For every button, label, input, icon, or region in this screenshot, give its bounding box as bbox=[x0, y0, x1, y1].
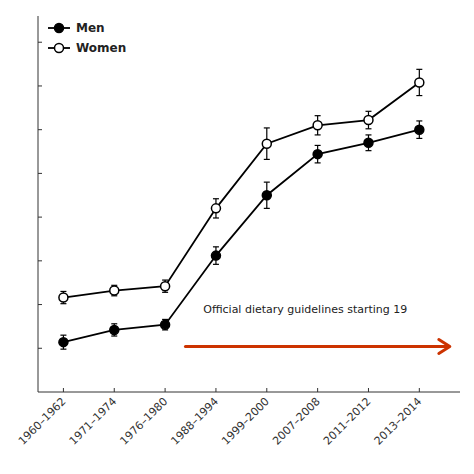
error-bar-cap bbox=[213, 217, 219, 218]
error-bar-cap bbox=[416, 95, 422, 96]
series bbox=[59, 121, 424, 349]
error-bar-cap bbox=[416, 69, 422, 70]
error-bar-cap bbox=[162, 279, 168, 280]
point bbox=[161, 282, 170, 291]
legend: Men Women bbox=[48, 21, 126, 55]
x-axis-line bbox=[38, 392, 460, 393]
background bbox=[0, 0, 474, 474]
error-bar-cap bbox=[315, 145, 321, 146]
error-bar-cap bbox=[60, 349, 66, 350]
point bbox=[59, 338, 68, 347]
x-tick-label: 1960–1962 bbox=[16, 395, 69, 448]
y-tick bbox=[38, 217, 42, 218]
series-line bbox=[63, 130, 419, 342]
x-tick-label: 1988–1994 bbox=[168, 395, 221, 448]
error-bar-cap bbox=[315, 162, 321, 163]
error-bar-cap bbox=[213, 264, 219, 265]
legend-item: Women bbox=[48, 41, 126, 55]
error-bar-cap bbox=[264, 159, 270, 160]
error-bar-cap bbox=[365, 128, 371, 129]
point bbox=[110, 286, 119, 295]
y-tick bbox=[38, 129, 42, 130]
axes: 1960–19621971–19741976–19801988–19941999… bbox=[16, 16, 460, 448]
x-tick-label: 2007–2008 bbox=[270, 395, 323, 448]
legend-label: Women bbox=[76, 41, 126, 55]
y-tick bbox=[38, 173, 42, 174]
x-tick bbox=[419, 388, 420, 392]
x-tick bbox=[63, 388, 64, 392]
error-bar-cap bbox=[60, 303, 66, 304]
annotation: Official dietary guidelines starting 19 bbox=[203, 303, 407, 316]
point bbox=[262, 139, 271, 148]
error-bar-cap bbox=[365, 134, 371, 135]
error-bar-cap bbox=[416, 120, 422, 121]
plot-area bbox=[59, 69, 424, 349]
y-axis-line bbox=[38, 16, 39, 392]
legend-marker bbox=[55, 44, 64, 53]
error-bar-cap bbox=[60, 335, 66, 336]
x-tick-label: 1999–2000 bbox=[219, 395, 272, 448]
error-bar-cap bbox=[365, 150, 371, 151]
error-bar-cap bbox=[111, 335, 117, 336]
y-tick bbox=[38, 260, 42, 261]
point bbox=[313, 121, 322, 130]
arrow-shaft bbox=[185, 345, 448, 348]
y-tick bbox=[38, 85, 42, 86]
error-bar-cap bbox=[162, 292, 168, 293]
point bbox=[59, 293, 68, 302]
x-tick bbox=[114, 388, 115, 392]
legend-marker bbox=[55, 24, 64, 33]
x-tick bbox=[165, 388, 166, 392]
series-line bbox=[63, 82, 419, 297]
x-tick-label: 2011–2012 bbox=[321, 395, 374, 448]
point bbox=[313, 150, 322, 159]
x-tick bbox=[368, 388, 369, 392]
y-tick bbox=[38, 348, 42, 349]
error-bar-cap bbox=[315, 115, 321, 116]
point bbox=[364, 138, 373, 147]
legend-item: Men bbox=[48, 21, 105, 35]
error-bar-cap bbox=[213, 198, 219, 199]
arrow bbox=[185, 340, 449, 354]
legend-label: Men bbox=[76, 21, 105, 35]
x-tick-label: 1976–1980 bbox=[118, 395, 171, 448]
x-tick bbox=[266, 388, 267, 392]
error-bar-cap bbox=[365, 111, 371, 112]
point bbox=[161, 320, 170, 329]
y-tick bbox=[38, 304, 42, 305]
error-bar-cap bbox=[60, 291, 66, 292]
chart: 1960–19621971–19741976–19801988–19941999… bbox=[0, 0, 474, 474]
error-bar-cap bbox=[213, 246, 219, 247]
x-tick bbox=[317, 388, 318, 392]
point bbox=[415, 125, 424, 134]
point bbox=[415, 78, 424, 87]
error-bar-cap bbox=[264, 208, 270, 209]
point bbox=[262, 191, 271, 200]
arrow-head bbox=[439, 340, 450, 354]
error-bar-cap bbox=[315, 134, 321, 135]
point bbox=[211, 251, 220, 260]
x-tick-label: 2013–2014 bbox=[372, 395, 425, 448]
error-bar-cap bbox=[111, 323, 117, 324]
x-tick-label: 1971–1974 bbox=[67, 395, 120, 448]
point bbox=[110, 325, 119, 334]
series bbox=[59, 69, 424, 303]
error-bar-cap bbox=[416, 138, 422, 139]
point bbox=[364, 116, 373, 125]
error-bar-cap bbox=[264, 182, 270, 183]
x-tick bbox=[215, 388, 216, 392]
y-tick bbox=[38, 42, 42, 43]
point bbox=[211, 204, 220, 213]
error-bar-cap bbox=[264, 127, 270, 128]
